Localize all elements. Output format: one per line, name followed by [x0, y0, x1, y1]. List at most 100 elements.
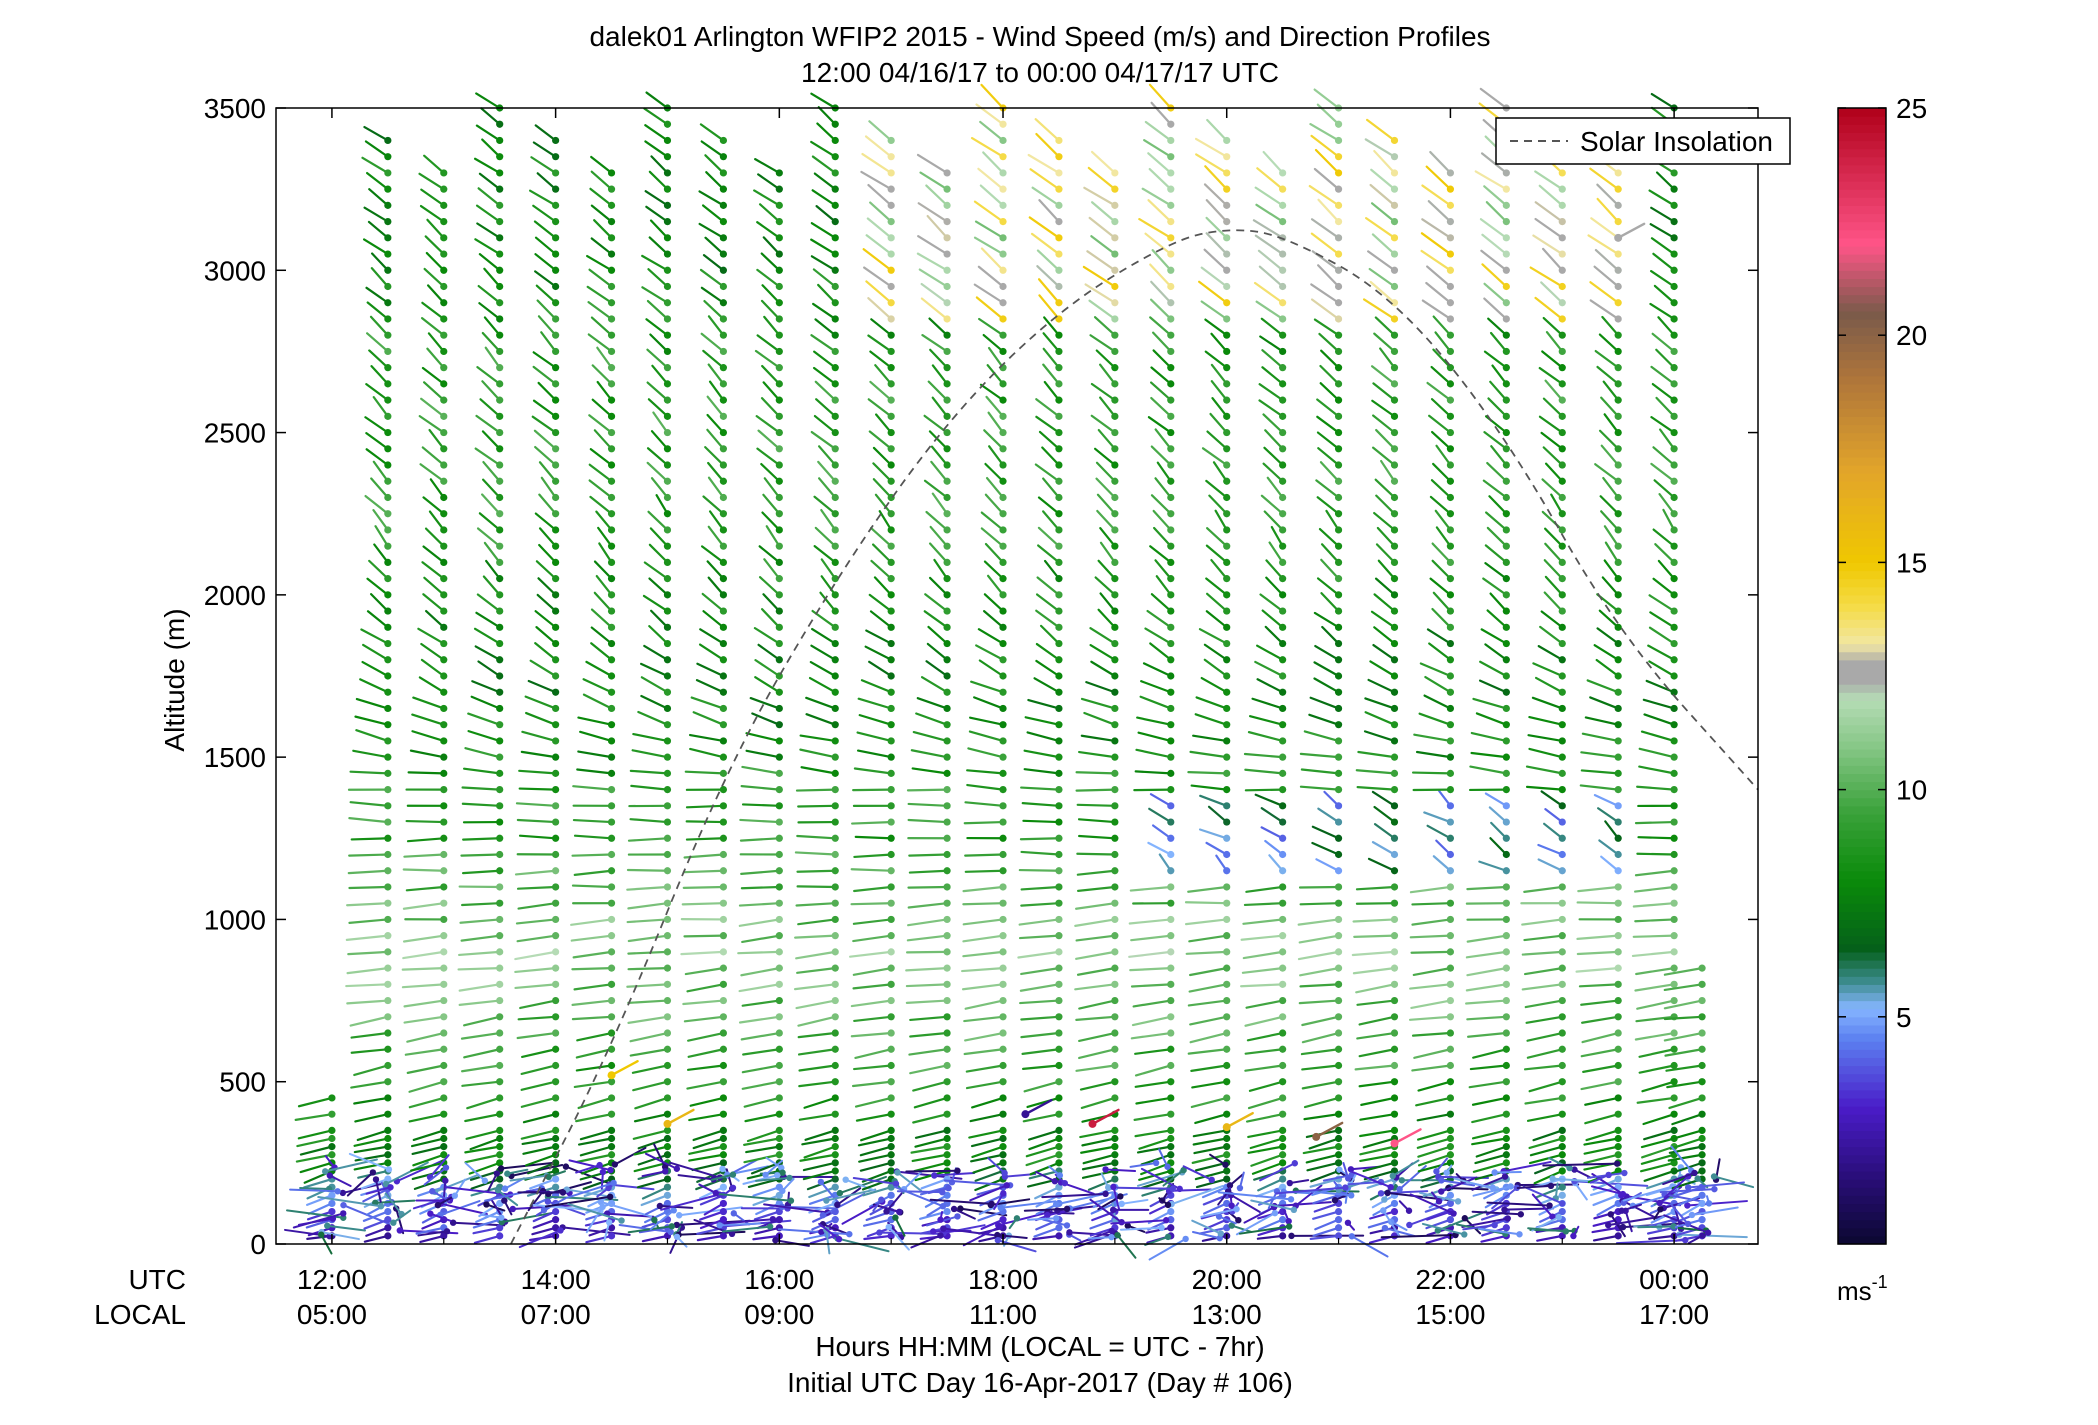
wind-barb-point: [443, 1228, 451, 1235]
wind-barb-point: [831, 136, 839, 145]
wind-barb: [864, 645, 893, 661]
wind-barb-point: [1167, 461, 1175, 469]
wind-barb: [1039, 624, 1061, 645]
wind-barb-point: [831, 980, 839, 988]
wind-barb: [537, 315, 557, 337]
wind-barb-point: [663, 802, 672, 810]
wind-barb: [349, 1015, 389, 1027]
colorbar-band: [1838, 562, 1886, 572]
wind-barb-point: [1670, 266, 1678, 274]
wind-barb-point: [1670, 412, 1678, 420]
wind-barb-point: [1111, 980, 1119, 988]
wind-barb: [1033, 677, 1061, 694]
wind-barb: [1077, 818, 1116, 824]
wind-barb-point: [1223, 850, 1231, 859]
wind-barb-point: [1558, 737, 1566, 745]
wind-barb: [977, 265, 1005, 288]
wind-barb-point: [1279, 980, 1287, 988]
wind-barb-point: [775, 169, 783, 177]
wind-barb: [1643, 713, 1676, 726]
wind-barb: [797, 918, 837, 926]
wind-barb: [1244, 1015, 1284, 1027]
wind-barb-point: [1446, 883, 1455, 891]
highlighted-barb-point: [1390, 1139, 1399, 1148]
wind-barb: [1373, 626, 1396, 645]
wind-barb: [1375, 428, 1396, 450]
wind-barb-point: [663, 769, 672, 777]
wind-barb-point: [384, 1224, 392, 1232]
wind-barb: [407, 771, 445, 775]
wind-barb: [1597, 807, 1620, 824]
wind-barb: [1481, 263, 1508, 288]
wind-barb: [1642, 1113, 1676, 1126]
wind-barb-point: [775, 412, 783, 420]
wind-barb-point: [1279, 169, 1287, 177]
wind-barb-point: [384, 218, 392, 226]
wind-barb-point: [1614, 1134, 1622, 1143]
wind-barb: [1256, 644, 1284, 661]
wind-barb-point: [887, 1126, 895, 1134]
wind-barb-point: [1614, 412, 1622, 420]
wind-barb-point: [663, 899, 672, 907]
wind-barb-point: [1055, 169, 1063, 177]
wind-barb-point: [1502, 380, 1510, 388]
wind-barb-point: [1670, 1126, 1678, 1134]
wind-barb-point: [719, 347, 727, 356]
wind-barb-point: [1223, 477, 1231, 485]
wind-barb-point: [887, 721, 895, 729]
wind-barb: [598, 542, 613, 564]
wind-barb: [869, 201, 893, 223]
wind-barb-point: [1390, 250, 1399, 258]
wind-barb-point: [1614, 380, 1622, 388]
wind-barb: [472, 1226, 501, 1235]
wind-barb: [525, 1153, 557, 1167]
wind-barb-point: [1279, 1094, 1287, 1102]
wind-barb: [1205, 592, 1228, 613]
wind-barb-point: [384, 753, 392, 761]
wind-barb-point: [943, 932, 951, 940]
wind-barb: [1242, 950, 1284, 960]
wind-barb-point: [382, 1180, 390, 1188]
wind-barb-point: [1334, 1094, 1343, 1102]
wind-barb-point: [1111, 1175, 1119, 1183]
wind-barb-point: [775, 818, 783, 826]
wind-barb-point: [440, 234, 448, 242]
wind-barb-point: [1279, 1232, 1287, 1240]
wind-barb-point: [887, 558, 895, 567]
wind-barb-point: [1291, 1160, 1299, 1167]
wind-barb-point: [1502, 915, 1510, 924]
wind-barb: [305, 1218, 334, 1229]
colorbar-band: [1838, 943, 1886, 953]
wind-barb: [1471, 1137, 1508, 1146]
wind-barb-point: [1334, 1207, 1343, 1216]
wind-barb: [872, 446, 893, 467]
wind-barb: [696, 662, 725, 678]
wind-barb-point: [775, 218, 783, 226]
wind-barb-point: [1111, 721, 1119, 729]
wind-barb-point: [552, 1143, 560, 1151]
wind-barb-point: [1620, 1199, 1627, 1206]
wind-barb-point: [775, 1013, 783, 1021]
wind-barb: [627, 837, 669, 842]
wind-barb-point: [775, 932, 783, 940]
wind-barb: [593, 429, 613, 450]
wind-barb: [1641, 1145, 1676, 1159]
wind-barb-point: [1670, 1029, 1678, 1037]
wind-barb-point: [999, 542, 1007, 550]
wind-barb: [424, 609, 445, 629]
wind-barb-point: [1279, 818, 1287, 826]
wind-barb-point: [668, 1223, 676, 1230]
wind-barb-point: [719, 688, 727, 696]
wind-barb-point: [440, 721, 448, 729]
wind-barb-point: [1334, 250, 1343, 258]
wind-barb-point: [887, 639, 895, 648]
wind-barb: [1203, 183, 1228, 207]
wind-barb: [544, 1195, 612, 1208]
wind-barb-point: [328, 1207, 336, 1216]
wind-barb-point: [1334, 915, 1343, 924]
wind-barb: [1650, 1210, 1676, 1224]
wind-barb-point: [1167, 1061, 1175, 1070]
wind-barb: [365, 286, 389, 304]
wind-barb: [737, 950, 781, 955]
wind-barb-point: [552, 1061, 560, 1070]
